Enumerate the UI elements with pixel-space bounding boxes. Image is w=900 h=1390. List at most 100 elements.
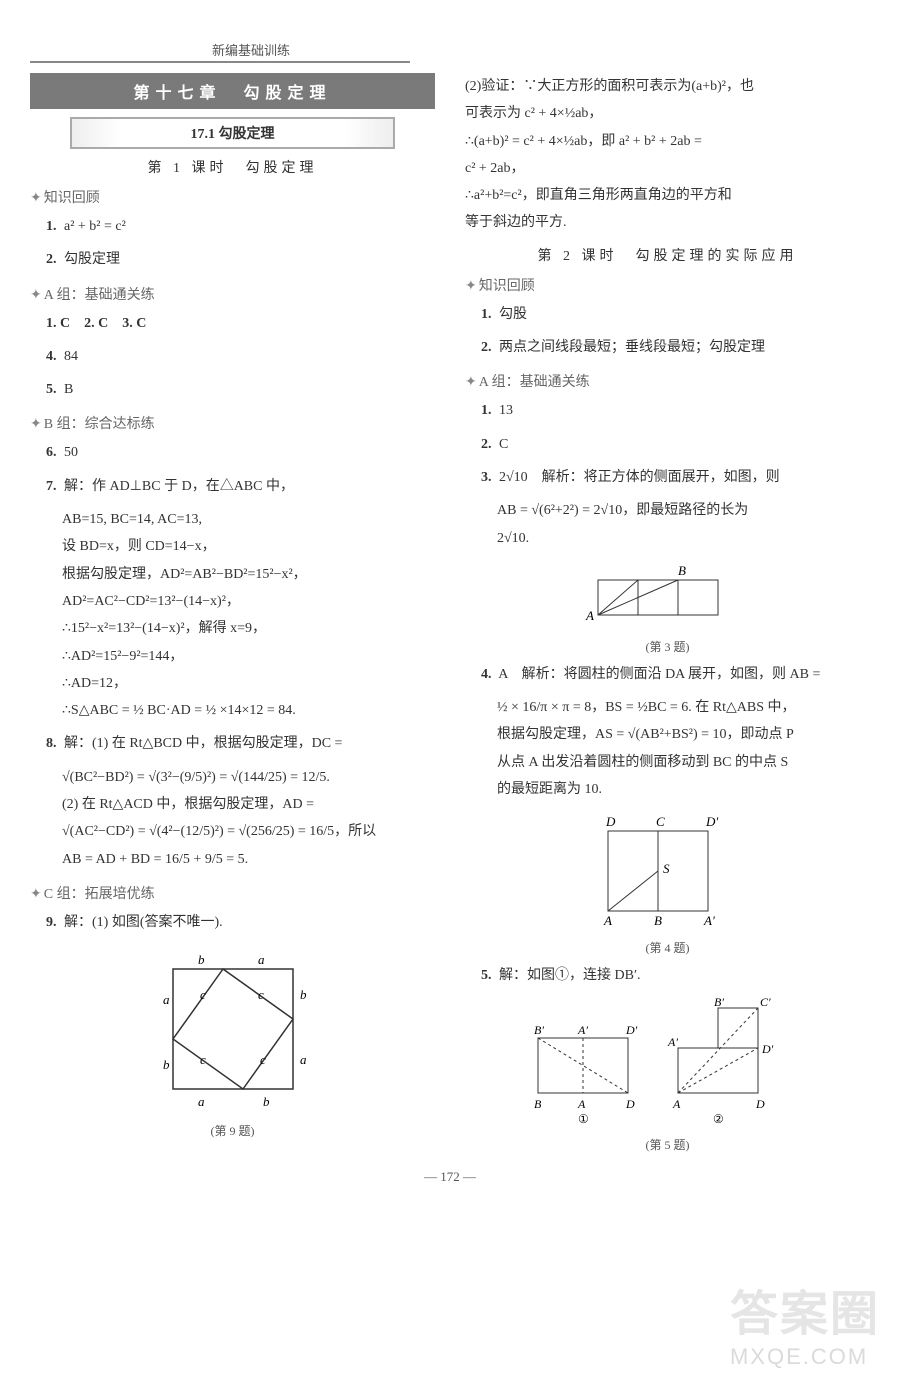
page-number: 172 bbox=[30, 1169, 870, 1185]
svg-text:①: ① bbox=[578, 1112, 589, 1126]
r-line: ∴a²+b²=c²，即直角三角形两直角边的平方和 bbox=[465, 182, 870, 209]
svg-text:D′: D′ bbox=[761, 1042, 774, 1056]
svg-text:C′: C′ bbox=[760, 998, 771, 1009]
ra-item-3: 3. 2√10 解析：将正方体的侧面展开，如图，则 bbox=[481, 464, 870, 491]
right-column: (2)验证：∵大正方形的面积可表示为(a+b)²，也 可表示为 c² + 4×½… bbox=[465, 73, 870, 1153]
svg-text:b: b bbox=[163, 1057, 170, 1072]
ra4-line: 的最短距离为 10. bbox=[497, 776, 870, 803]
figure-5: B′ A′ D′ B A D ① B′ C′ A′ D′ A D ② bbox=[518, 998, 818, 1128]
svg-text:B: B bbox=[678, 563, 686, 578]
svg-text:A: A bbox=[577, 1097, 586, 1111]
b-row-6: 6. 50 bbox=[46, 439, 435, 466]
ra-item-5: 5. 解：如图①，连接 DB′. bbox=[481, 962, 870, 989]
svg-text:c: c bbox=[258, 987, 264, 1002]
figure-5-caption: (第 5 题) bbox=[465, 1136, 870, 1153]
svg-text:A′: A′ bbox=[577, 1023, 588, 1037]
rv-item-1: 1. 勾股 bbox=[481, 301, 870, 328]
svg-text:D′: D′ bbox=[625, 1023, 638, 1037]
svg-text:B: B bbox=[534, 1097, 542, 1111]
b-row-7: 7. 解：作 AD⊥BC 于 D，在△ABC 中， bbox=[46, 473, 435, 500]
figure-3: A B bbox=[578, 560, 758, 630]
b7-line: AB=15, BC=14, AC=13, bbox=[62, 506, 435, 533]
svg-text:D′: D′ bbox=[705, 814, 718, 829]
r-line: 可表示为 c² + 4×½ab， bbox=[465, 100, 870, 127]
b7-line: AD²=AC²−CD²=13²−(14−x)²， bbox=[62, 588, 435, 615]
svg-text:B′: B′ bbox=[714, 998, 724, 1009]
b7-line: ∴AD²=15²−9²=144， bbox=[62, 643, 435, 670]
figure-9: b a a b b a a b c c c c bbox=[148, 944, 318, 1114]
figure-4-caption: (第 4 题) bbox=[465, 939, 870, 956]
b8-line: (2) 在 Rt△ACD 中，根据勾股定理，AD = bbox=[62, 791, 435, 818]
svg-text:B: B bbox=[654, 913, 662, 928]
a-row-5: 5. B bbox=[46, 376, 435, 403]
svg-text:b: b bbox=[300, 987, 307, 1002]
svg-text:A′: A′ bbox=[667, 1035, 678, 1049]
group-b-title: B 组：综合达标练 bbox=[30, 413, 435, 433]
figure-4: D C D′ S A B A′ bbox=[578, 811, 758, 931]
b8-line: √(AC²−CD²) = √(4²−(12/5)²) = √(256/25) =… bbox=[62, 818, 435, 845]
r-line: (2)验证：∵大正方形的面积可表示为(a+b)²，也 bbox=[465, 73, 870, 100]
svg-text:A: A bbox=[603, 913, 612, 928]
group-a-title: A 组：基础通关练 bbox=[30, 284, 435, 304]
ra3-line: 2√10. bbox=[497, 525, 870, 552]
lesson-2-title: 第 2 课时 勾股定理的实际应用 bbox=[465, 245, 870, 265]
a-row-1: 1. C 2. C 3. C bbox=[46, 310, 435, 337]
figure-3-caption: (第 3 题) bbox=[465, 638, 870, 655]
b-row-8: 8. 解：(1) 在 Rt△BCD 中，根据勾股定理，DC = bbox=[46, 730, 435, 757]
svg-text:②: ② bbox=[713, 1112, 724, 1126]
b7-line: ∴AD=12， bbox=[62, 670, 435, 697]
review-item-1: 1. a² + b² = c² bbox=[46, 213, 435, 240]
svg-text:b: b bbox=[198, 952, 205, 967]
svg-text:c: c bbox=[200, 1052, 206, 1067]
svg-text:D: D bbox=[625, 1097, 635, 1111]
a-row-4: 4. 84 bbox=[46, 343, 435, 370]
ra4-line: 从点 A 出发沿着圆柱的侧面移动到 BC 的中点 S bbox=[497, 749, 870, 776]
b8-line: AB = AD + BD = 16/5 + 9/5 = 5. bbox=[62, 846, 435, 873]
ra-item-2: 2. C bbox=[481, 431, 870, 458]
group-c-title: C 组：拓展培优练 bbox=[30, 883, 435, 903]
r-line: 等于斜边的平方. bbox=[465, 209, 870, 236]
r-line: c² + 2ab， bbox=[465, 155, 870, 182]
review-item-2: 2. 勾股定理 bbox=[46, 246, 435, 273]
b7-line: 设 BD=x，则 CD=14−x， bbox=[62, 533, 435, 560]
ra4-line: 根据勾股定理，AS = √(AB²+BS²) = 10，即动点 P bbox=[497, 721, 870, 748]
svg-text:a: a bbox=[198, 1094, 205, 1109]
figure-9-caption: (第 9 题) bbox=[30, 1122, 435, 1139]
rv-item-2: 2. 两点之间线段最短；垂线段最短；勾股定理 bbox=[481, 334, 870, 361]
ra-item-1: 1. 13 bbox=[481, 397, 870, 424]
ra4-line: ½ × 16/π × π = 8，BS = ½BC = 6. 在 Rt△ABS … bbox=[497, 694, 870, 721]
section-banner: 17.1 勾股定理 bbox=[70, 117, 395, 149]
b7-line: ∴15²−x²=13²−(14−x)²，解得 x=9， bbox=[62, 615, 435, 642]
svg-text:b: b bbox=[263, 1094, 270, 1109]
b8-line: √(BC²−BD²) = √(3²−(9/5)²) = √(144/25) = … bbox=[62, 764, 435, 791]
svg-text:c: c bbox=[260, 1052, 266, 1067]
svg-text:D: D bbox=[605, 814, 616, 829]
b7-line: ∴S△ABC = ½ BC·AD = ½ ×14×12 = 84. bbox=[62, 697, 435, 724]
svg-text:C: C bbox=[656, 814, 665, 829]
ra-item-4: 4. A 解析：将圆柱的侧面沿 DA 展开，如图，则 AB = bbox=[481, 661, 870, 688]
svg-text:A: A bbox=[672, 1097, 681, 1111]
svg-text:S: S bbox=[663, 861, 670, 876]
svg-text:D: D bbox=[755, 1097, 765, 1111]
svg-text:B′: B′ bbox=[534, 1023, 544, 1037]
watermark-url: MXQE.COM bbox=[730, 1344, 868, 1369]
svg-text:a: a bbox=[258, 952, 265, 967]
group-review-title: 知识回顾 bbox=[30, 187, 435, 207]
group-review-title-r: 知识回顾 bbox=[465, 275, 870, 295]
left-column: 第十七章 勾股定理 17.1 勾股定理 第 1 课时 勾股定理 知识回顾 1. … bbox=[30, 73, 435, 1153]
svg-text:A′: A′ bbox=[703, 913, 715, 928]
chapter-banner: 第十七章 勾股定理 bbox=[30, 73, 435, 109]
c-row-9: 9. 解：(1) 如图(答案不唯一). bbox=[46, 909, 435, 936]
watermark-logo: 答案圈 bbox=[730, 1274, 880, 1344]
svg-text:a: a bbox=[300, 1052, 307, 1067]
r-line: ∴(a+b)² = c² + 4×½ab，即 a² + b² + 2ab = bbox=[465, 128, 870, 155]
book-title: 新编基础训练 bbox=[30, 40, 410, 63]
b7-line: 根据勾股定理，AD²=AB²−BD²=15²−x²， bbox=[62, 561, 435, 588]
group-a-title-r: A 组：基础通关练 bbox=[465, 371, 870, 391]
svg-text:A: A bbox=[585, 608, 594, 623]
lesson-1-title: 第 1 课时 勾股定理 bbox=[30, 157, 435, 177]
ra3-line: AB = √(6²+2²) = 2√10，即最短路径的长为 bbox=[497, 497, 870, 524]
svg-text:c: c bbox=[200, 987, 206, 1002]
svg-text:a: a bbox=[163, 992, 170, 1007]
watermark: 答案圈 MXQE.COM bbox=[730, 1274, 880, 1370]
